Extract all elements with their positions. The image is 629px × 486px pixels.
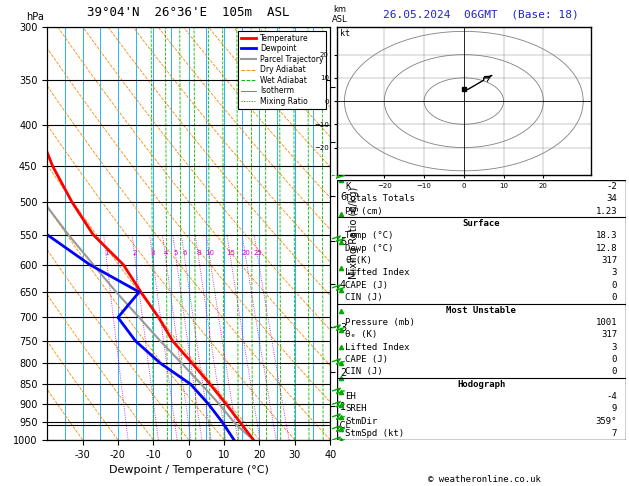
Text: 0: 0	[612, 367, 617, 376]
Legend: Temperature, Dewpoint, Parcel Trajectory, Dry Adiabat, Wet Adiabat, Isotherm, Mi: Temperature, Dewpoint, Parcel Trajectory…	[238, 31, 326, 109]
Text: 317: 317	[601, 330, 617, 339]
Text: Surface: Surface	[462, 219, 500, 228]
X-axis label: Dewpoint / Temperature (°C): Dewpoint / Temperature (°C)	[109, 465, 269, 475]
Text: 0: 0	[612, 281, 617, 290]
Text: 359°: 359°	[596, 417, 617, 426]
Text: hPa: hPa	[26, 12, 44, 22]
Text: CAPE (J): CAPE (J)	[345, 281, 388, 290]
Text: Most Unstable: Most Unstable	[446, 306, 516, 314]
Text: EH: EH	[345, 392, 356, 401]
Text: 3: 3	[150, 250, 155, 256]
Text: Hodograph: Hodograph	[457, 380, 505, 389]
Text: 4: 4	[163, 250, 167, 256]
Text: 39°04'N  26°36'E  105m  ASL: 39°04'N 26°36'E 105m ASL	[87, 6, 290, 19]
Text: K: K	[345, 182, 350, 191]
Text: θₑ(K): θₑ(K)	[345, 256, 372, 265]
Text: 25: 25	[253, 250, 262, 256]
Text: -4: -4	[606, 392, 617, 401]
Text: 3: 3	[612, 343, 617, 352]
Text: 15: 15	[226, 250, 235, 256]
Text: 6: 6	[182, 250, 187, 256]
Text: Lifted Index: Lifted Index	[345, 268, 409, 278]
Text: 26.05.2024  06GMT  (Base: 18): 26.05.2024 06GMT (Base: 18)	[383, 9, 579, 19]
Text: 12.8: 12.8	[596, 244, 617, 253]
Text: θₑ (K): θₑ (K)	[345, 330, 377, 339]
Text: kt: kt	[340, 29, 350, 38]
Text: Temp (°C): Temp (°C)	[345, 231, 394, 241]
Text: 5: 5	[174, 250, 178, 256]
Text: CIN (J): CIN (J)	[345, 293, 383, 302]
Text: 0: 0	[612, 355, 617, 364]
Text: 3: 3	[612, 268, 617, 278]
Text: SREH: SREH	[345, 404, 367, 414]
Text: Lifted Index: Lifted Index	[345, 343, 409, 352]
Y-axis label: Mixing Ratio (g/kg): Mixing Ratio (g/kg)	[349, 187, 359, 279]
Text: 8: 8	[196, 250, 201, 256]
Text: StmSpd (kt): StmSpd (kt)	[345, 429, 404, 438]
Text: PW (cm): PW (cm)	[345, 207, 383, 216]
Text: Pressure (mb): Pressure (mb)	[345, 318, 415, 327]
Text: StmDir: StmDir	[345, 417, 377, 426]
Text: © weatheronline.co.uk: © weatheronline.co.uk	[428, 474, 541, 484]
Text: CIN (J): CIN (J)	[345, 367, 383, 376]
Text: 10: 10	[205, 250, 214, 256]
Text: km
ASL: km ASL	[331, 5, 347, 24]
Text: LCL: LCL	[335, 420, 350, 430]
Text: Totals Totals: Totals Totals	[345, 194, 415, 203]
Text: 20: 20	[241, 250, 250, 256]
Text: 2: 2	[133, 250, 137, 256]
Text: 9: 9	[612, 404, 617, 414]
Text: -2: -2	[606, 182, 617, 191]
Text: Dewp (°C): Dewp (°C)	[345, 244, 394, 253]
Text: 1.23: 1.23	[596, 207, 617, 216]
Text: CAPE (J): CAPE (J)	[345, 355, 388, 364]
Text: 317: 317	[601, 256, 617, 265]
Text: 34: 34	[606, 194, 617, 203]
Text: 1: 1	[104, 250, 108, 256]
Text: 7: 7	[612, 429, 617, 438]
Text: 1001: 1001	[596, 318, 617, 327]
Text: 18.3: 18.3	[596, 231, 617, 241]
Text: 0: 0	[612, 293, 617, 302]
